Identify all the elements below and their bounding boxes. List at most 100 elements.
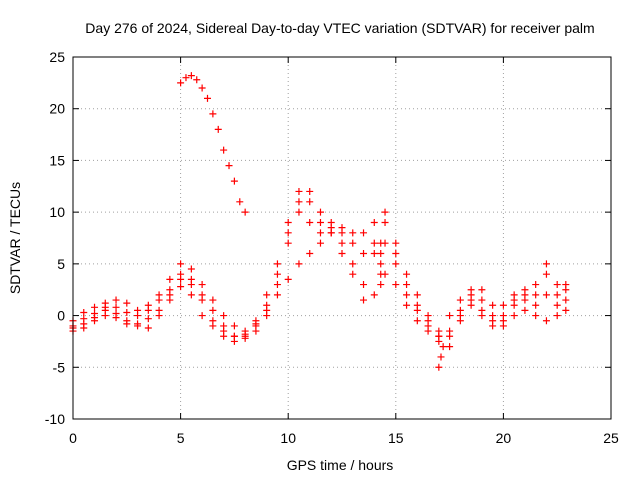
data-point-track-c [392,250,400,258]
data-point-track-c [562,296,570,304]
data-point-track-b [220,312,228,320]
data-point-track-c [123,320,131,328]
data-point-track-c [403,281,411,289]
data-point-track-d [327,218,335,226]
y-tick-label: 5 [57,256,65,272]
data-point-track-b [187,265,195,273]
data-point-track-c [80,324,88,332]
x-tick-label: 20 [496,430,512,446]
data-point-track-d [80,315,88,323]
y-tick-label: -10 [45,411,65,427]
data-point-track-d [230,332,238,340]
x-tick-label: 10 [280,430,296,446]
data-point-track-e [225,162,233,170]
data-point-track-e [182,74,190,82]
y-tick-label: 25 [49,49,65,65]
data-point-track-d [562,286,570,294]
data-point-track-a [562,306,570,314]
data-point-track-c [338,250,346,258]
data-point-track-d [370,239,378,247]
data-point-track-b [209,296,217,304]
data-point-track-a [187,291,195,299]
data-point-track-e [187,72,195,80]
x-tick-label: 25 [603,430,619,446]
y-tick-label: 15 [49,152,65,168]
data-point-track-b [489,301,497,309]
data-point-spike-at-17 [435,363,443,371]
data-point-track-b [413,291,421,299]
data-point-track-b [360,229,368,237]
data-point-track-d [467,291,475,299]
data-point-track-d [360,250,368,258]
data-point-track-c [510,301,518,309]
data-point-track-e [236,198,244,206]
data-point-track-d [381,218,389,226]
data-point-track-d [413,306,421,314]
data-point-track-d [187,281,195,289]
data-point-track-b [370,218,378,226]
data-point-track-d [273,260,281,268]
data-point-track-e [198,84,206,92]
data-point-track-b [91,303,99,311]
data-point-track-d [478,296,486,304]
data-point-track-d [553,291,561,299]
data-point-track-a [316,239,324,247]
data-point-track-c [360,296,368,304]
tick-labels: 0 5 10 15 20 25 -10 -5 0 5 10 15 20 25 [45,49,619,446]
y-tick-label: -5 [53,359,66,375]
data-point-track-c [446,343,454,351]
data-point-track-a [510,312,518,320]
data-point-track-c [91,317,99,325]
data-point-track-d [241,332,249,340]
data-point-track-a [198,312,206,320]
data-point-track-b [403,270,411,278]
data-point-track-b [478,286,486,294]
data-point-track-d [316,218,324,226]
data-point-track-d [252,320,260,328]
data-point-track-a [521,306,529,314]
data-point-track-b [166,275,174,283]
y-tick-label: 10 [49,204,65,220]
data-point-track-e [241,208,249,216]
data-point-track-c [349,270,357,278]
data-point-track-b [177,260,185,268]
data-point-spike-at-17 [439,343,447,351]
data-point-track-a [392,281,400,289]
data-point-track-d [532,291,540,299]
data-point-track-a [295,260,303,268]
data-point-track-a [177,283,185,291]
data-point-track-d [306,198,314,206]
data-point-track-d [338,224,346,232]
data-point-track-d [144,306,152,314]
x-tick-label: 15 [388,430,404,446]
data-point-track-d [499,301,507,309]
data-point-spike-at-14 [377,260,385,268]
data-point-track-d [542,270,550,278]
data-point-track-b [553,281,561,289]
data-point-track-c [134,322,142,330]
data-point-track-c [316,229,324,237]
data-point-track-d [424,317,432,325]
data-point-track-b [381,208,389,216]
data-point-track-c [112,314,120,322]
chart-title: Day 276 of 2024, Sidereal Day-to-day VTE… [85,20,594,36]
data-point-track-c [295,208,303,216]
data-point-track-c [155,312,163,320]
data-point-track-e [193,76,201,84]
data-point-track-a [306,250,314,258]
data-points [69,72,570,371]
data-point-track-e [204,94,211,102]
data-point-track-b [392,239,400,247]
data-point-spike-at-17 [437,353,445,361]
y-axis-label: SDTVAR / TECUs [7,182,23,294]
data-point-track-c [467,301,475,309]
data-point-track-c [101,312,109,320]
data-point-track-c [370,250,378,258]
data-point-track-d [112,303,120,311]
grid [73,57,611,419]
data-point-track-d [284,218,292,226]
data-point-track-c [273,270,281,278]
data-point-track-d [101,303,109,311]
data-point-track-b [532,281,540,289]
data-point-track-e [177,79,185,87]
